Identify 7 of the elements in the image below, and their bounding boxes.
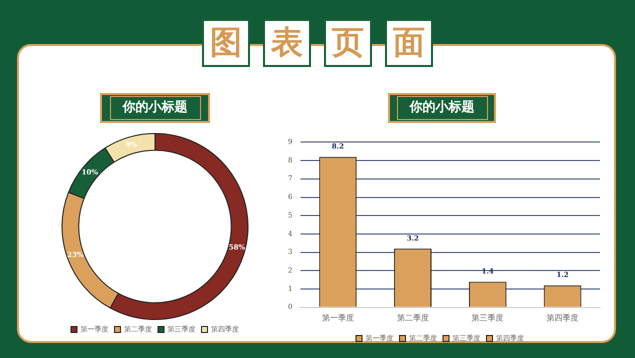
- chart-title: 你的小标题: [396, 96, 488, 120]
- chart-title: 你的小标题: [110, 96, 200, 120]
- x-tick-label: 第二季度: [396, 313, 429, 322]
- x-tick-label: 第三季度: [472, 313, 504, 322]
- text: 图表页面: [209, 22, 426, 63]
- x-tick-label: 第四季度: [546, 313, 579, 322]
- x-tick-label: 第一季度: [322, 313, 354, 322]
